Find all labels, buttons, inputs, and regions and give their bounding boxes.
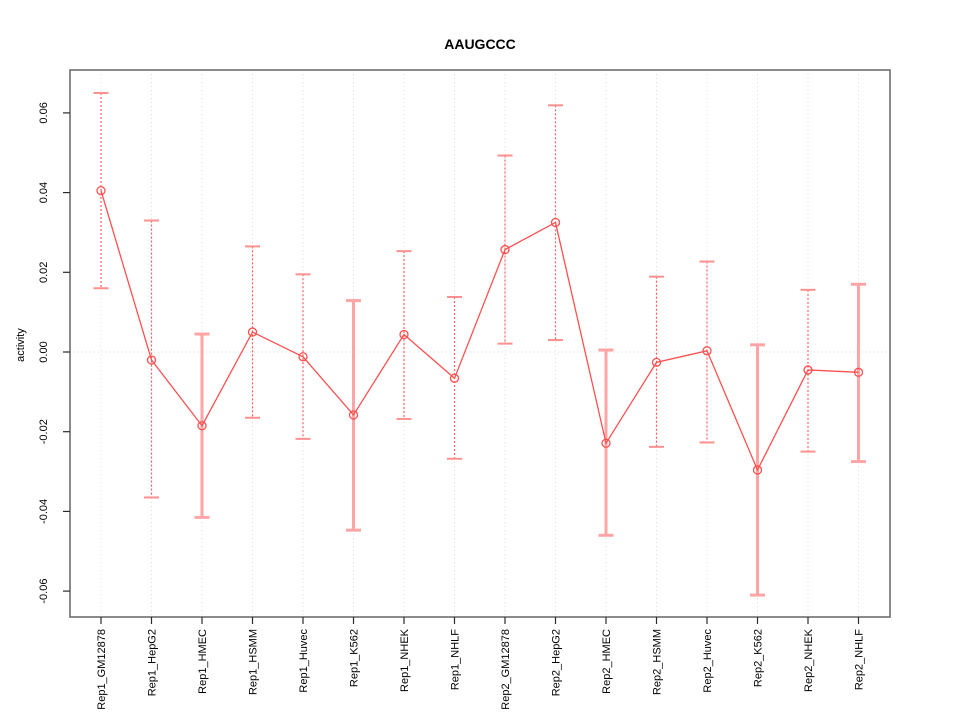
x-tick-label: Rep1_Huvec [298, 629, 310, 693]
chart-title: AAUGCCC [444, 36, 516, 52]
gridlines [70, 70, 890, 617]
y-tick-label: -0.04 [38, 499, 50, 524]
y-tick-label: -0.02 [38, 419, 50, 444]
x-tick-label: Rep2_NHEK [803, 628, 815, 692]
y-tick-label: 0.06 [38, 102, 50, 123]
x-tick-label: Rep2_HSMM [652, 629, 664, 695]
x-tick-label: Rep2_HepG2 [551, 629, 563, 696]
data-point-marker [500, 244, 510, 255]
data-point-marker [197, 421, 207, 431]
y-tick-label: 0.02 [38, 262, 50, 283]
data-point-marker [399, 329, 409, 340]
data-point-marker [853, 367, 864, 377]
x-tick-label: Rep2_HMEC [601, 629, 613, 694]
x-tick-label: Rep1_HMEC [197, 629, 209, 694]
y-tick-label: 0.04 [38, 182, 50, 203]
y-tick-label: -0.06 [38, 579, 50, 604]
data-point-marker [702, 346, 712, 356]
y-tick-labels: -0.06 -0.04 -0.02 0.00 0.02 0.04 0.06 [38, 102, 50, 603]
y-axis-label: activity [15, 328, 27, 362]
data-point-marker [651, 357, 662, 368]
x-tick-label: Rep1_HSMM [248, 629, 260, 695]
plot-box [69, 69, 891, 618]
x-tick-label: Rep1_K562 [349, 629, 361, 687]
data-point-markers [96, 185, 864, 475]
data-point-marker [96, 185, 106, 196]
data-point-marker [146, 355, 157, 365]
series-polyline [100, 190, 859, 472]
data-point-marker [803, 365, 813, 375]
y-tick-label: 0.00 [38, 341, 50, 362]
x-tick-label: Rep1_GM12878 [96, 629, 108, 710]
data-point-marker [550, 217, 561, 228]
data-point-marker [601, 438, 611, 448]
error-bars [93, 91, 866, 597]
x-axis-ticks [100, 617, 860, 624]
data-point-marker [298, 352, 308, 362]
x-tick-label: Rep1_HepG2 [147, 629, 159, 696]
x-tick-label: Rep1_NHLF [450, 629, 462, 690]
x-tick-label: Rep2_GM12878 [500, 629, 512, 710]
x-tick-label: Rep2_K562 [753, 629, 765, 687]
data-point-marker [752, 465, 763, 475]
y-axis-ticks [63, 112, 70, 592]
data-point-marker [247, 327, 258, 337]
x-tick-label: Rep2_NHLF [854, 629, 866, 690]
x-tick-label: Rep2_Huvec [702, 629, 714, 693]
series-line [100, 190, 859, 472]
x-tick-label: Rep1_NHEK [399, 628, 411, 692]
x-tick-labels: Rep1_GM12878 Rep1_HepG2 Rep1_HMEC Rep1_HSMM… [96, 628, 866, 709]
data-point-marker [449, 373, 460, 383]
data-point-marker [348, 410, 359, 420]
plot-border [69, 69, 891, 618]
